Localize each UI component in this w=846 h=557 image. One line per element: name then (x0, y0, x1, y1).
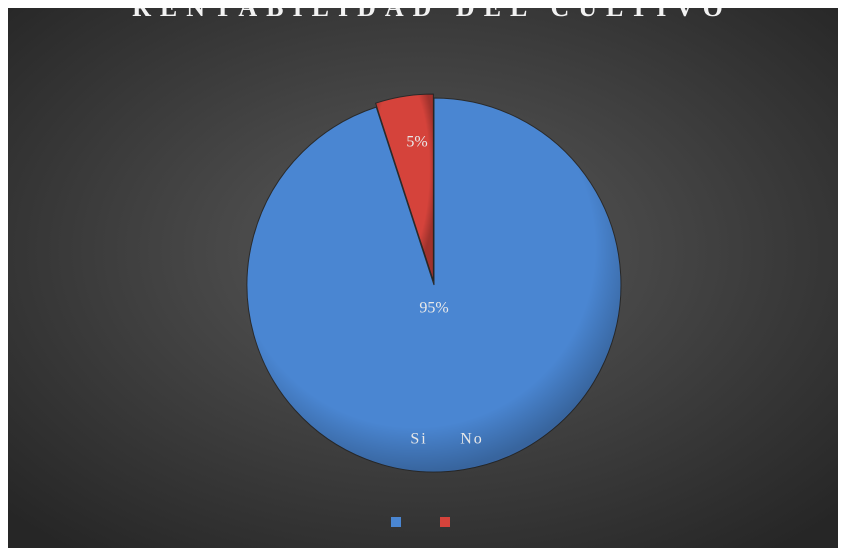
legend-marker (391, 517, 401, 527)
data-label: 95% (419, 300, 448, 317)
chart-title: RENTABILIDAD DEL CULTIVO (132, 0, 732, 22)
legend-marker (440, 517, 450, 527)
category-label: Si (410, 431, 427, 448)
slice-shade (246, 98, 621, 473)
data-label: 5% (406, 134, 427, 151)
category-label: No (460, 431, 484, 448)
plot-area: RENTABILIDAD DEL CULTIVO 95% Si 5% No (132, 0, 732, 527)
slice-shade (375, 94, 434, 282)
